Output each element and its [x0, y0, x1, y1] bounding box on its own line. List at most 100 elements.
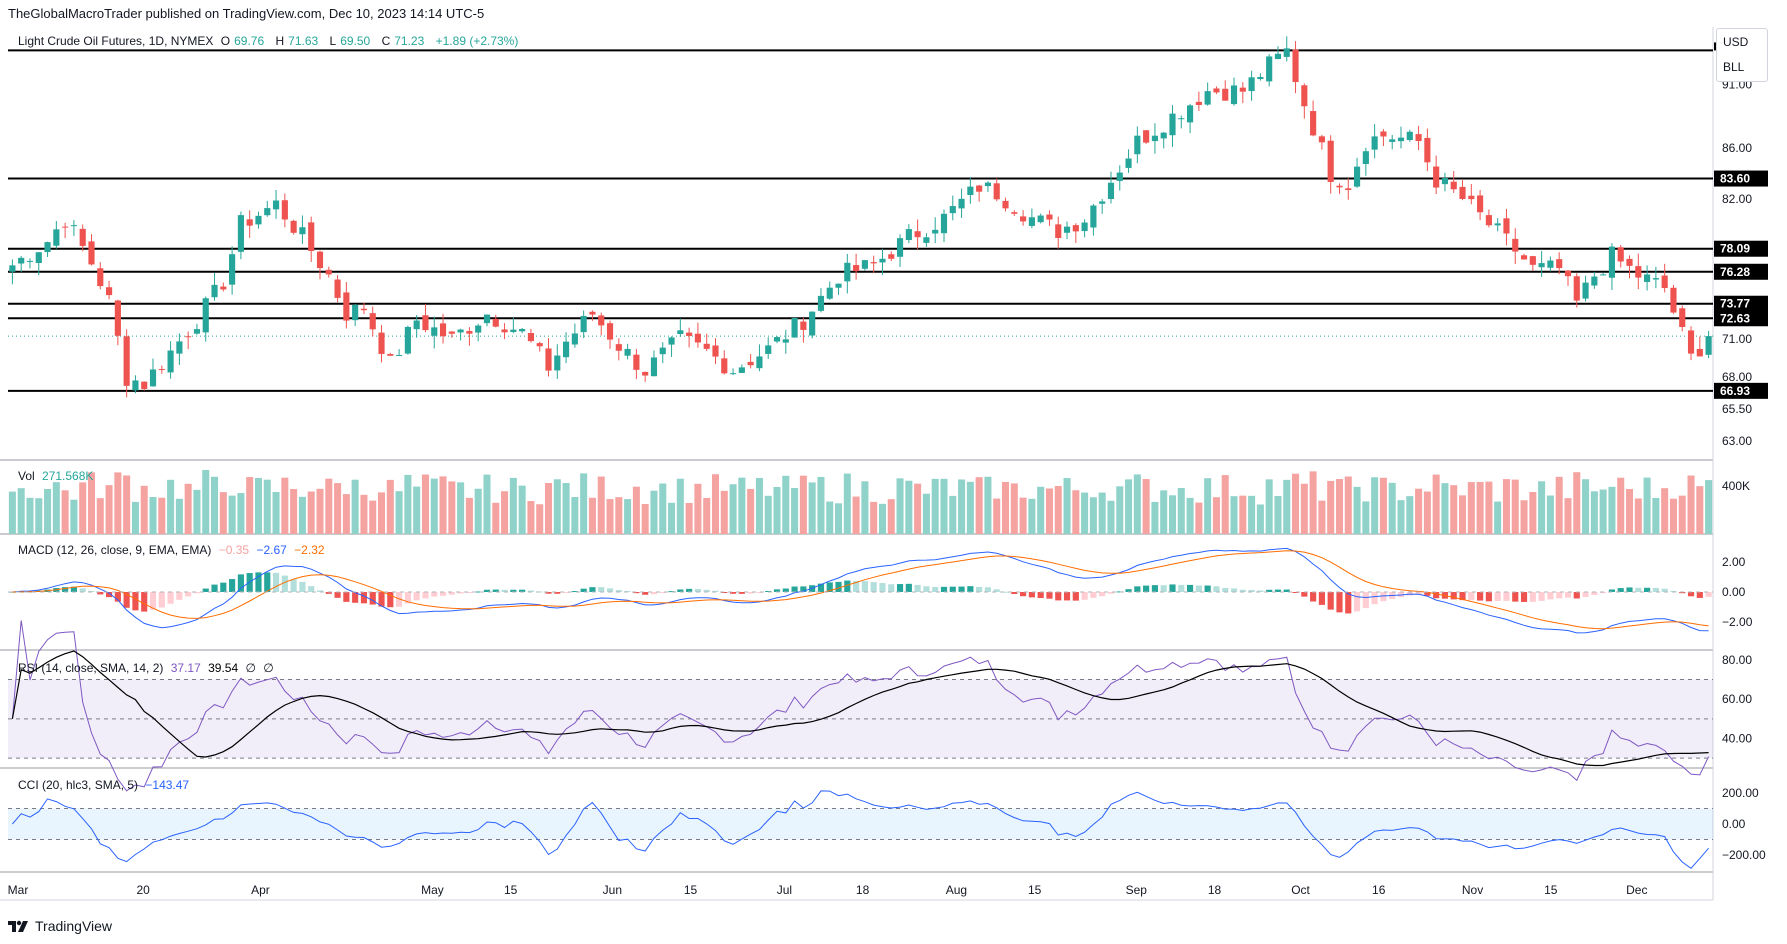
candle-body: [905, 229, 912, 240]
macd-histogram-bar: [1512, 592, 1519, 602]
price-tick-label: 65.50: [1722, 402, 1752, 416]
candle-body: [1635, 266, 1642, 278]
volume-bar: [439, 476, 447, 534]
tradingview-logo[interactable]: TradingView: [8, 918, 112, 934]
candle-body: [132, 380, 139, 391]
candle-body: [729, 373, 737, 375]
candle-body: [580, 315, 587, 333]
candle-body: [492, 318, 499, 327]
macd-histogram-bar: [958, 586, 965, 592]
macd-histogram-bar: [1556, 592, 1563, 599]
candle-body: [861, 260, 868, 269]
volume-bar: [474, 488, 482, 534]
macd-histogram-bar: [1582, 592, 1589, 597]
candle-body: [879, 258, 886, 263]
candle-body: [1274, 53, 1282, 60]
macd-histogram-bar: [193, 592, 201, 594]
volume-bar: [1327, 480, 1335, 534]
candle-body: [1046, 214, 1053, 220]
volume-bar: [1292, 473, 1300, 534]
volume-bar: [949, 495, 957, 534]
volume-bar: [184, 483, 192, 534]
candle-body: [554, 355, 561, 371]
candle-body: [1283, 48, 1290, 57]
volume-bar: [325, 478, 333, 534]
time-tick-label: 15: [1544, 883, 1558, 897]
rsi-tick-label: 60.00: [1722, 692, 1752, 706]
candle-body: [809, 311, 816, 336]
volume-bar: [1001, 481, 1010, 534]
macd-histogram-bar: [580, 588, 587, 592]
macd-histogram-bar: [633, 592, 640, 594]
macd-histogram-bar: [615, 590, 622, 592]
volume-bar: [1441, 483, 1449, 534]
candle-body: [1037, 215, 1044, 223]
volume-bar: [1116, 486, 1124, 534]
candle-body: [1573, 276, 1580, 301]
candle-body: [870, 262, 877, 264]
candle-body: [598, 315, 605, 326]
candle-body: [167, 350, 174, 373]
macd-histogram-bar: [1081, 592, 1088, 600]
macd-histogram-bar: [554, 592, 561, 594]
macd-histogram-bar: [352, 592, 359, 603]
macd-tick-label: 2.00: [1722, 555, 1746, 569]
volume-bar: [791, 487, 799, 534]
candle-body: [1503, 218, 1510, 234]
volume-bar: [52, 482, 60, 534]
candle-body: [1380, 131, 1387, 137]
high-value: 71.63: [288, 34, 319, 48]
volume-bar: [624, 499, 632, 534]
macd-histogram-bar: [598, 587, 605, 592]
currency-unit-box[interactable]: USD BLL: [1716, 28, 1768, 82]
candle-body: [1028, 217, 1035, 226]
price-tick-label: 63.00: [1722, 434, 1752, 448]
candle-body: [993, 183, 1000, 200]
macd-histogram-bar: [1327, 592, 1334, 610]
candle-body: [1248, 77, 1255, 92]
volume-bar: [1177, 487, 1185, 534]
candle-body: [1116, 172, 1123, 181]
macd-histogram-bar: [765, 590, 772, 592]
volume-bar: [1617, 477, 1625, 534]
level-label: 73.77: [1720, 297, 1750, 311]
open-value: 69.76: [234, 34, 265, 48]
macd-histogram-bar: [237, 574, 244, 592]
macd-histogram-bar: [1213, 586, 1220, 592]
candle-body: [615, 344, 622, 351]
volume-bar: [140, 485, 148, 534]
macd-histogram-bar: [325, 592, 332, 594]
candle-body: [773, 337, 781, 342]
volume-bar: [342, 494, 350, 534]
macd-histogram-bar: [844, 580, 851, 592]
macd-histogram-bar: [782, 588, 789, 592]
volume-bar: [852, 496, 860, 534]
volume-bar: [1511, 479, 1519, 534]
macd-histogram-bar: [1063, 592, 1071, 601]
time-tick-label: Oct: [1291, 883, 1310, 897]
volume-bar: [755, 477, 763, 534]
volume-bar: [1634, 498, 1642, 534]
time-tick-label: Mar: [8, 883, 29, 897]
volume-bar: [1476, 481, 1484, 534]
macd-histogram-bar: [905, 583, 912, 592]
volume-bar: [984, 476, 992, 534]
candle-body: [536, 343, 543, 347]
volume-bar: [1028, 498, 1036, 534]
volume-bar: [44, 488, 52, 534]
time-tick-label: Jun: [603, 883, 622, 897]
candle-body: [149, 369, 157, 387]
volume-bar: [1054, 485, 1062, 534]
macd-histogram-bar: [606, 588, 614, 592]
candle-body: [624, 348, 631, 356]
macd-histogram-bar: [914, 584, 921, 592]
volume-bar: [632, 486, 640, 534]
volume-bar: [562, 483, 570, 534]
volume-bar: [8, 491, 16, 534]
volume-bar: [123, 475, 131, 534]
volume-bar: [26, 497, 34, 534]
volume-bar: [492, 502, 500, 534]
macd-histogram-bar: [1617, 588, 1624, 592]
macd-histogram-bar: [316, 590, 324, 592]
volume-bar: [966, 481, 974, 534]
